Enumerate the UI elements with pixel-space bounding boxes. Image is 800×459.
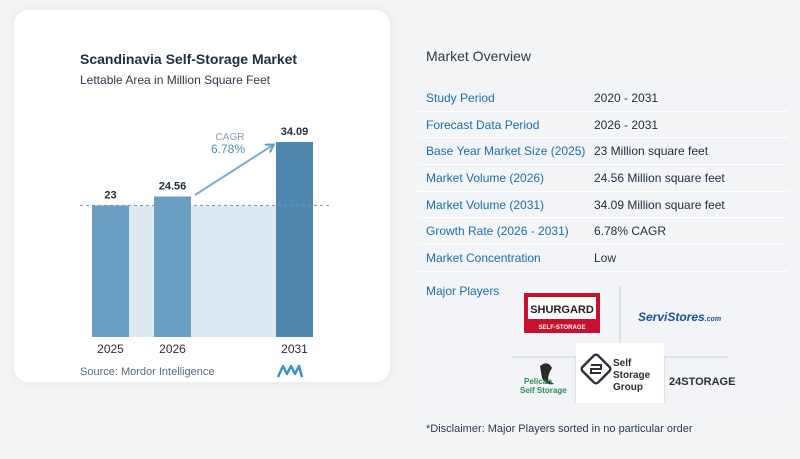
overview-row-value: 34.09 Million square feet xyxy=(594,197,725,212)
overview-table: Study Period 2020 - 2031 Forecast Data Per… xyxy=(418,85,788,272)
cagr-arrow xyxy=(194,145,273,196)
overview-row: Base Year Market Size (2025) 23 Million s… xyxy=(418,138,788,166)
overview-row-label: Forecast Data Period xyxy=(426,117,540,132)
chart-subtitle: Lettable Area in Million Square Feet xyxy=(80,73,271,87)
overview-row-value: 2020 - 2031 xyxy=(594,90,659,105)
chart-title: Scandinavia Self-Storage Market xyxy=(80,51,298,67)
overview-row-label: Study Period xyxy=(426,90,495,105)
overview-row: Forecast Data Period 2026 - 2031 xyxy=(418,112,788,139)
bar xyxy=(92,205,129,337)
source-note: Source: Mordor Intelligence xyxy=(80,366,215,378)
overview-row: Growth Rate (2026 - 2031) 6.78% CAGR xyxy=(418,218,788,246)
overview-row-label: Base Year Market Size (2025) xyxy=(426,144,586,159)
bar-value-label: 23 xyxy=(104,189,116,201)
overview-row-label: Market Concentration xyxy=(426,250,541,265)
overview-row: Study Period 2020 - 2031 xyxy=(418,85,788,112)
bar-value-label: 34.09 xyxy=(281,126,309,138)
bar xyxy=(154,196,191,337)
overview-row-label: Market Volume (2031) xyxy=(426,197,545,212)
bar-value-label: 24.56 xyxy=(159,181,187,193)
overview-row: Market Volume (2031) 34.09 Million square… xyxy=(418,191,788,219)
disclaimer: *Disclaimer: Major Players sorted in no … xyxy=(426,423,693,435)
overview-row-label: Market Volume (2026) xyxy=(426,170,545,185)
overview-row-value: 2026 - 2031 xyxy=(594,117,659,132)
overview-row-value: Low xyxy=(594,250,617,265)
bar xyxy=(276,142,313,337)
overview-row-value: 23 Million square feet xyxy=(594,144,709,159)
cagr-value: 6.78% xyxy=(211,142,245,156)
overview-row-label: Growth Rate (2026 - 2031) xyxy=(426,224,569,239)
overview-row: Market Concentration Low xyxy=(418,245,788,272)
overview-row: Market Volume (2026) 24.56 Million square… xyxy=(418,165,788,192)
mordor-logo-icon xyxy=(277,364,303,378)
x-tick-label: 2031 xyxy=(281,342,308,356)
bar-chart: 23 2025 24.56 2026 34.09 2031 CAGR 6.78% xyxy=(80,126,330,356)
overview-title: Market Overview xyxy=(426,48,532,64)
x-tick-label: 2025 xyxy=(97,342,124,356)
overview-row-value: 6.78% CAGR xyxy=(594,224,667,239)
x-tick-label: 2026 xyxy=(159,342,186,356)
overview-row-value: 24.56 Million square feet xyxy=(594,170,725,185)
major-players-label: Major Players xyxy=(426,284,500,298)
cagr-label: CAGR xyxy=(216,132,245,143)
major-players-panel: Major Players xyxy=(418,276,788,404)
